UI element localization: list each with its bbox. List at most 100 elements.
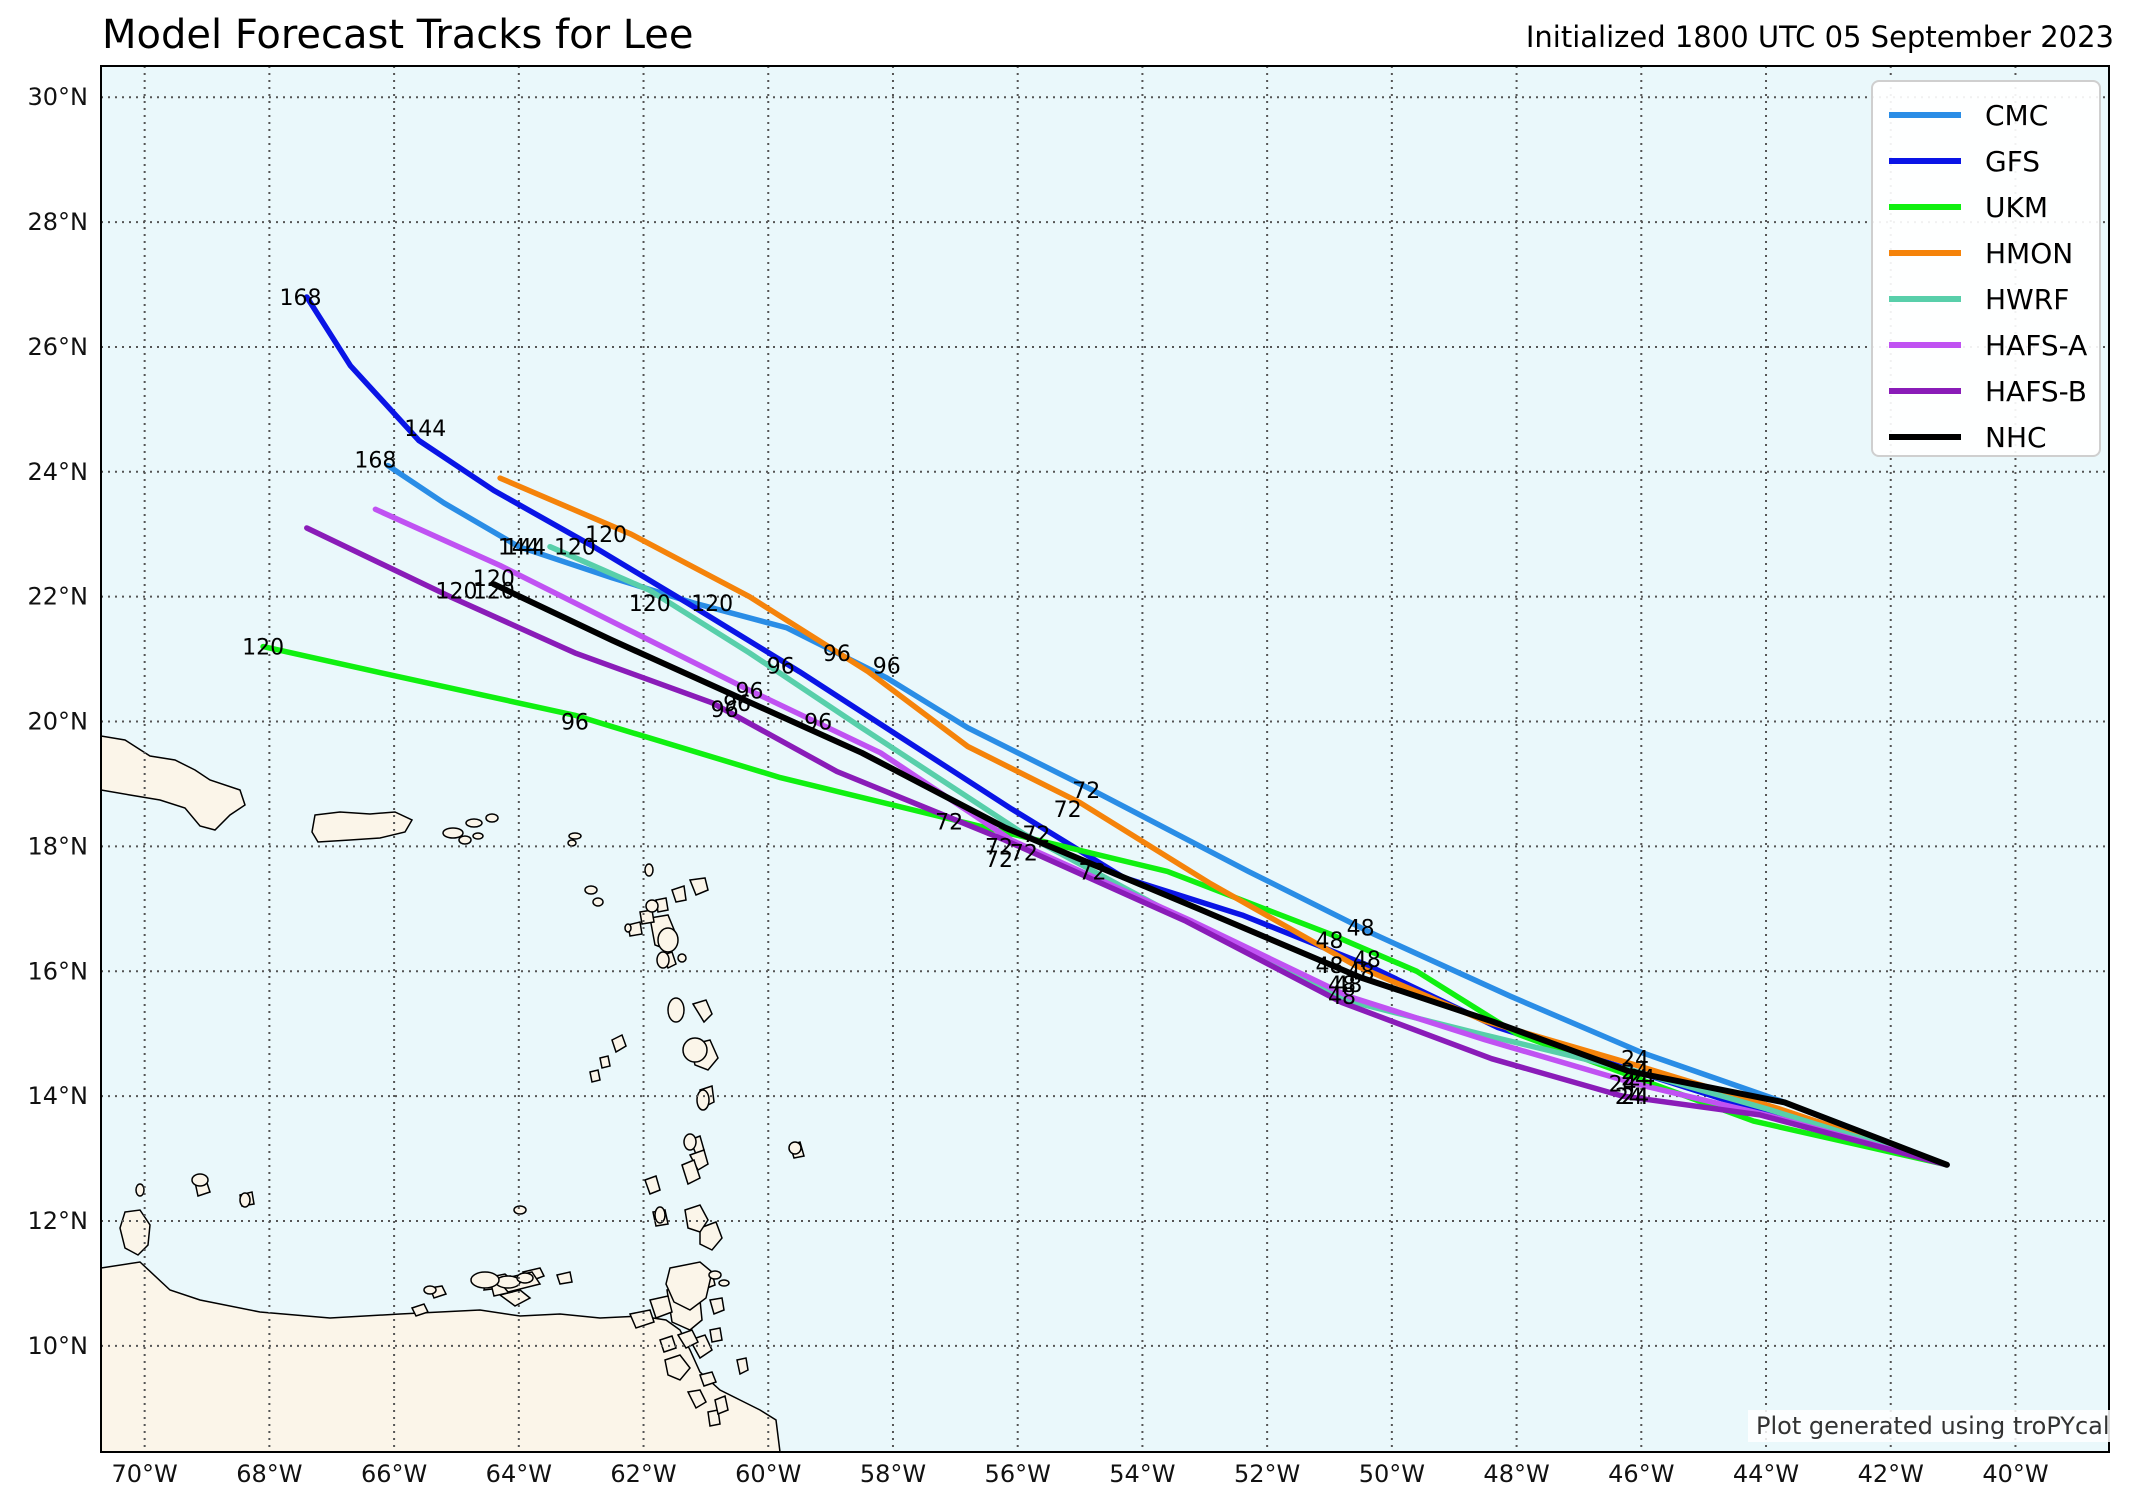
legend-label: GFS	[1985, 144, 2041, 178]
track-hafs-b	[304, 525, 1950, 1168]
map-frame	[100, 65, 2110, 1453]
hour-label: 24	[1621, 1085, 1649, 1110]
legend-swatch	[1889, 112, 1961, 118]
hour-label: 144	[504, 536, 546, 561]
island	[657, 927, 679, 953]
land-shape	[611, 1033, 627, 1054]
land-shape	[699, 1371, 717, 1387]
island	[472, 832, 484, 840]
map-title: Model Forecast Tracks for Lee	[102, 12, 694, 58]
land-layer	[101, 735, 805, 1452]
hour-label: 24	[1609, 1073, 1637, 1098]
lon-tick-label: 44°W	[1733, 1460, 1799, 1488]
land-shape	[714, 1394, 729, 1416]
hour-label: 48	[1347, 917, 1375, 942]
island	[458, 835, 472, 845]
island	[708, 1270, 722, 1280]
legend-label: CMC	[1985, 98, 2049, 132]
hour-label: 24	[1627, 1066, 1655, 1091]
hour-label: 48	[1347, 960, 1375, 985]
hour-label: 120	[473, 567, 515, 592]
legend-swatch	[1889, 388, 1961, 394]
track-layer	[260, 294, 1950, 1168]
hour-label: 48	[1353, 948, 1381, 973]
hour-label: 72	[985, 848, 1013, 873]
lon-tick-label: 66°W	[361, 1460, 427, 1488]
island	[513, 1205, 527, 1215]
hour-label: 120	[629, 592, 671, 617]
lat-tick-label: 30°N	[28, 83, 89, 111]
lon-tick-label: 58°W	[860, 1460, 926, 1488]
land-shape	[664, 1354, 691, 1381]
lon-tick-label: 50°W	[1359, 1460, 1425, 1488]
island	[423, 1285, 437, 1295]
hour-label: 120	[435, 579, 477, 604]
ocean-background	[101, 66, 2109, 1452]
island	[683, 1133, 697, 1151]
land-shape	[709, 1297, 725, 1316]
legend-item-gfs: GFS	[1889, 138, 2040, 184]
island	[654, 1206, 666, 1224]
lat-tick-label: 12°N	[28, 1207, 89, 1235]
hour-label: 96	[736, 679, 764, 704]
legend-item-ukm: UKM	[1889, 184, 2048, 230]
hour-label: 120	[691, 592, 733, 617]
land-shape	[676, 1329, 700, 1349]
legend-item-hwrf: HWRF	[1889, 276, 2069, 322]
lon-tick-label: 48°W	[1483, 1460, 1549, 1488]
lat-tick-label: 18°N	[28, 832, 89, 860]
lon-tick-label: 54°W	[1109, 1460, 1175, 1488]
land-shape	[671, 885, 687, 903]
lon-tick-label: 42°W	[1858, 1460, 1924, 1488]
track-cmc	[385, 462, 1950, 1168]
land-shape	[688, 877, 709, 896]
hour-label: 120	[473, 579, 515, 604]
legend-label: NHC	[1985, 420, 2047, 454]
hour-label: 96	[561, 711, 589, 736]
island	[516, 1272, 534, 1284]
land-shape	[736, 1357, 749, 1376]
legend-label: UKM	[1985, 190, 2049, 224]
hour-label: 96	[767, 654, 795, 679]
legend-item-cmc: CMC	[1889, 92, 2048, 138]
legend-label: HMON	[1985, 236, 2074, 270]
land-shape	[707, 1409, 721, 1427]
legend-item-hafs-a: HAFS-A	[1889, 322, 2087, 368]
land-shape	[681, 1158, 701, 1186]
lon-tick-label: 60°W	[735, 1460, 801, 1488]
lat-tick-label: 14°N	[28, 1082, 89, 1110]
legend-item-nhc: NHC	[1889, 414, 2047, 460]
land-shape	[644, 1175, 661, 1195]
island	[592, 897, 604, 907]
lat-tick-label: 22°N	[28, 583, 89, 611]
hour-label: 96	[823, 642, 851, 667]
land-shape	[101, 735, 246, 831]
island	[677, 953, 687, 963]
hour-label: 72	[985, 835, 1013, 860]
land-shape	[311, 811, 414, 843]
hour-label: 72	[1072, 779, 1100, 804]
hour-label: 120	[554, 536, 596, 561]
island	[644, 863, 654, 877]
forecast-hour-labels: 24 48 72 96 120 144 168 24 48 72 96 120 144 168 24 48 72…	[242, 286, 1655, 1110]
lat-tick-label: 26°N	[28, 333, 89, 361]
island	[788, 1141, 802, 1155]
hour-label: 96	[711, 698, 739, 723]
hour-label: 72	[1054, 798, 1082, 823]
legend-label: HWRF	[1985, 282, 2070, 316]
hour-label: 48	[1328, 973, 1356, 998]
hour-label: 24	[1621, 1060, 1649, 1085]
lon-tick-label: 64°W	[486, 1460, 552, 1488]
hour-label: 72	[935, 810, 963, 835]
island	[667, 997, 685, 1023]
initialized-time: Initialized 1800 UTC 05 September 2023	[1525, 20, 2114, 54]
island	[584, 885, 598, 895]
hour-label: 96	[873, 654, 901, 679]
hour-label: 48	[1315, 929, 1343, 954]
land-shape	[649, 1295, 673, 1319]
hour-label: 24	[1621, 1066, 1649, 1091]
hour-label: 168	[354, 448, 396, 473]
lat-tick-label: 16°N	[28, 957, 89, 985]
lat-tick-label: 28°N	[28, 208, 89, 236]
